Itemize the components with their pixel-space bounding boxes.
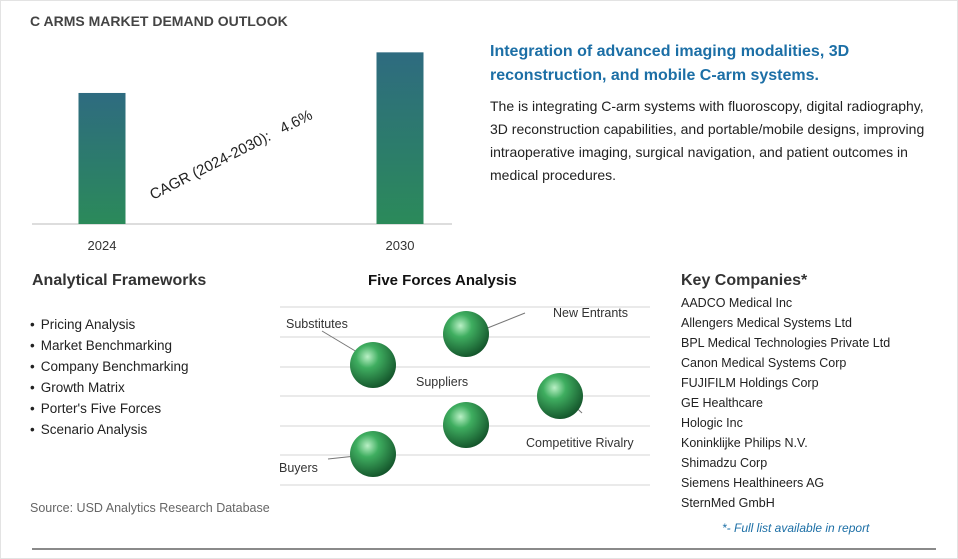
framework-item: Scenario Analysis (30, 419, 189, 440)
full-list-footnote: *- Full list available in report (722, 521, 870, 535)
x-tick-2030: 2030 (386, 238, 415, 253)
source-note: Source: USD Analytics Research Database (30, 501, 270, 515)
company-item: FUJIFILM Holdings Corp (681, 376, 819, 390)
insight-body: The is integrating C-arm systems with fl… (490, 98, 925, 183)
framework-item: Market Benchmarking (30, 335, 189, 356)
frameworks-list: Pricing Analysis Market Benchmarking Com… (30, 314, 189, 440)
company-item: AADCO Medical Inc (681, 296, 793, 310)
company-item: Shimadzu Corp (681, 456, 768, 470)
five-forces-diagram: Substitutes New Entrants Suppliers Compe… (279, 306, 650, 486)
five-forces-title: Five Forces Analysis (368, 272, 517, 289)
bar-2024 (78, 92, 126, 224)
cagr-annotation: CAGR (2024-2030): 4.6% (147, 107, 315, 204)
label-competitive-rivalry: Competitive Rivalry (526, 436, 634, 450)
companies-title: Key Companies* (681, 272, 808, 289)
framework-item: Company Benchmarking (30, 356, 189, 377)
label-new-entrants: New Entrants (553, 306, 628, 320)
label-buyers: Buyers (279, 461, 318, 475)
company-item: Canon Medical Systems Corp (681, 356, 847, 370)
sphere-buyers (350, 431, 396, 477)
framework-item: Porter's Five Forces (30, 398, 189, 419)
framework-item: Pricing Analysis (30, 314, 189, 335)
company-item: Koninklijke Philips N.V. (681, 436, 808, 450)
company-item: Allengers Medical Systems Ltd (681, 316, 852, 330)
sphere-suppliers (443, 402, 489, 448)
label-suppliers: Suppliers (416, 375, 468, 389)
company-item: Hologic Inc (681, 416, 743, 430)
market-demand-chart: 2024 2030 CAGR (2024-2030): 4.6% (32, 52, 452, 253)
sphere-new-entrants (443, 311, 489, 357)
company-item: Siemens Healthineers AG (681, 476, 825, 490)
companies-list: AADCO Medical Inc Allengers Medical Syst… (681, 293, 890, 513)
bar-2030 (376, 52, 424, 225)
company-item: BPL Medical Technologies Private Ltd (681, 336, 891, 350)
sphere-substitutes (350, 342, 396, 388)
framework-item: Growth Matrix (30, 377, 189, 398)
sphere-competitive-rivalry (537, 373, 583, 419)
page-title: C ARMS MARKET DEMAND OUTLOOK (30, 13, 288, 29)
company-item: SternMed GmbH (681, 496, 775, 510)
company-item: GE Healthcare (681, 396, 763, 410)
frameworks-title: Analytical Frameworks (32, 272, 207, 289)
x-tick-2024: 2024 (88, 238, 117, 253)
insight-headline: Integration of advanced imaging modaliti… (490, 43, 850, 84)
bottom-divider (32, 548, 936, 550)
label-substitutes: Substitutes (286, 317, 348, 331)
